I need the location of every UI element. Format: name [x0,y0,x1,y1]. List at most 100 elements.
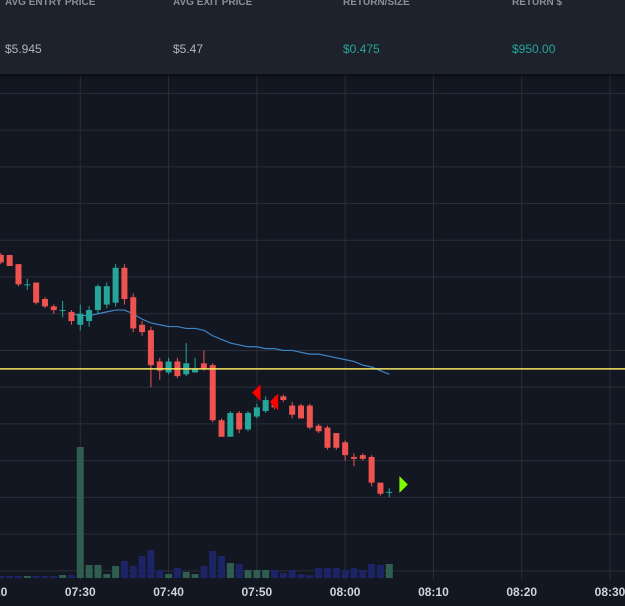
x-tick-label: 08:00 [330,585,361,599]
volume-bar [94,565,102,578]
volume-bar [23,576,31,578]
volume-bar [226,563,234,578]
volume-bar [359,570,367,578]
x-tick-label: 07:20 [0,585,8,599]
candle-body [227,412,234,437]
trade-marker [398,474,409,495]
candle-body [209,365,216,421]
volume-bar [50,576,58,578]
candle-body [386,491,393,493]
stats-panel: AVG ENTRY PRICE $5.945 AVG EXIT PRICE $5.47… [0,0,625,74]
stat-value: $0.475 [343,42,380,56]
candle-body [0,254,4,263]
stat-label: RETURN/SIZE [343,0,410,8]
candle-body [218,420,225,437]
volume-bar [332,568,340,578]
candle-body [59,310,66,312]
candle-body [112,267,119,303]
x-tick-label: 07:50 [242,585,273,599]
candle-body [280,396,287,401]
candle-body [68,311,75,322]
candle-body [253,407,260,417]
candle-body [86,310,93,322]
stat-value: $5.945 [5,42,42,56]
candle-body [342,442,349,456]
volume-bar [200,566,208,578]
candle-body [236,412,243,430]
volume-bar [6,576,14,578]
volume-bar [323,568,331,578]
candle-body [298,405,304,419]
stat-value: $950.00 [512,42,556,56]
volume-bar [244,570,252,578]
volume-bar [279,573,287,578]
volume-bar [156,570,164,578]
candle-body [200,363,207,369]
stat-label: RETURN $ [512,0,563,8]
candle-body [15,264,22,285]
volume-bar [385,564,393,578]
x-tick-label: 08:10 [418,585,449,599]
volume-bar [129,566,137,578]
candle-body [289,405,296,415]
candle-body [324,427,331,448]
candle-body [139,324,146,333]
volume-bar [368,564,376,578]
volume-bar [165,574,173,578]
volume-bar [103,574,111,578]
x-tick-label: 08:30 [595,585,625,599]
candle-body [50,306,57,311]
trade-marker [269,392,279,412]
candle-body [262,400,269,412]
stat-label: AVG ENTRY PRICE [5,0,96,8]
stat-value: $5.47 [173,42,204,56]
candle-body [33,282,40,303]
moving-average [71,309,390,375]
candle-body [315,425,322,432]
volume-bar [112,566,120,578]
candle-body [377,482,384,494]
candle-body [147,330,154,366]
stat-label: AVG EXIT PRICE [173,0,253,8]
volume-bar [59,575,67,578]
candle-body [130,297,137,329]
candle-body [41,299,48,307]
candle-body [94,286,101,311]
volume-bar [218,556,226,578]
volume-bar [341,570,349,578]
volume-bar [85,565,93,578]
volume-bar [253,570,261,578]
volume-bar [191,574,199,578]
candle-body [333,433,340,448]
candle-body [6,254,13,266]
candle-body [359,455,366,459]
volume-bar [209,551,217,578]
volume-bar [173,568,181,578]
volume-bar [182,572,190,578]
candle-body [306,405,313,428]
volume-bar [32,576,40,578]
candle-body [165,361,172,373]
volume-bar [297,574,305,578]
volume-bar [350,568,358,578]
candle-body [245,412,252,430]
volume-bar [120,561,128,578]
candle-body [350,456,357,459]
candle-body [368,456,375,483]
candle-body [77,313,84,325]
x-tick-label: 07:30 [65,585,96,599]
volume-bar [235,564,243,578]
volume-bar [262,570,270,578]
x-tick-label: 08:20 [506,585,537,599]
x-tick-label: 07:40 [153,585,184,599]
candle-body [156,361,163,371]
volume-bar [76,447,84,578]
volume-bar [147,550,155,578]
volume-bar [14,576,22,578]
volume-bar [306,575,314,578]
volume-bar [0,576,5,578]
candle-body [24,284,31,286]
volume-bar [376,565,384,578]
volume-bar [288,570,296,578]
